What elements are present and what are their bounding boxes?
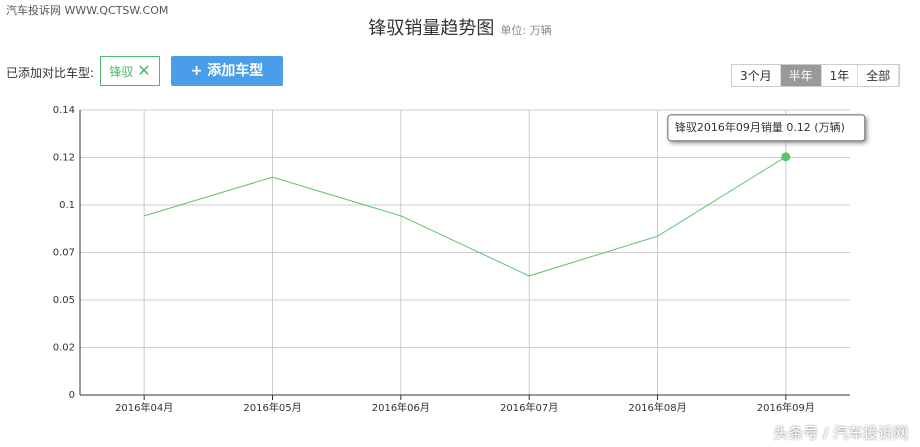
y-tick-label: 0 bbox=[69, 390, 75, 401]
add-button[interactable]: + 添加车型 bbox=[171, 56, 283, 86]
y-tick-label: 0.07 bbox=[53, 248, 75, 259]
title-row: 锋驭销量趋势图 单位: 万辆 bbox=[0, 14, 920, 40]
compare-label: 已添加对比车型: bbox=[6, 66, 95, 80]
x-tick-label: 2016年07月 bbox=[500, 401, 558, 414]
y-tick-label: 0.02 bbox=[53, 343, 75, 354]
tooltip-text: 锋驭2016年09月销量 0.12 (万辆) bbox=[675, 120, 845, 134]
y-tick-label: 0.1 bbox=[59, 200, 75, 211]
range-button[interactable]: 3个月 bbox=[732, 65, 781, 86]
tag-label: 锋驭 bbox=[109, 65, 134, 79]
chart-title: 锋驭销量趋势图 bbox=[368, 18, 495, 39]
line bbox=[144, 156, 787, 277]
x-tick-label: 2016年04月 bbox=[115, 401, 173, 414]
x-tick-label: 2016年06月 bbox=[372, 401, 430, 414]
range-button[interactable]: 全部 bbox=[858, 65, 900, 86]
highlight-point bbox=[781, 152, 791, 162]
x-tick-label: 2016年09月 bbox=[757, 401, 815, 414]
y-tick-label: 0.14 bbox=[53, 105, 75, 116]
watermark: 汽车投诉网 WWW.QCTSW.COM bbox=[6, 4, 169, 17]
unit: 单位: 万辆 bbox=[500, 24, 552, 37]
car-tag[interactable]: 锋驭 ✕ bbox=[100, 56, 160, 86]
bottom-watermark: 头条号 / 汽车投诉网 bbox=[773, 424, 908, 442]
x-tick-label: 2016年08月 bbox=[628, 401, 686, 414]
y-tick-label: 0.05 bbox=[53, 295, 75, 306]
y-tick-label: 0.12 bbox=[53, 152, 75, 163]
tooltip: 锋驭2016年09月销量 0.12 (万辆) bbox=[667, 114, 866, 142]
x-tick-label: 2016年05月 bbox=[243, 401, 301, 414]
range-group: 3个月 半年 1年 全部 bbox=[731, 64, 901, 87]
range-button[interactable]: 半年 bbox=[780, 65, 822, 86]
range-button[interactable]: 1年 bbox=[822, 65, 859, 86]
tooltip-box bbox=[667, 114, 866, 142]
